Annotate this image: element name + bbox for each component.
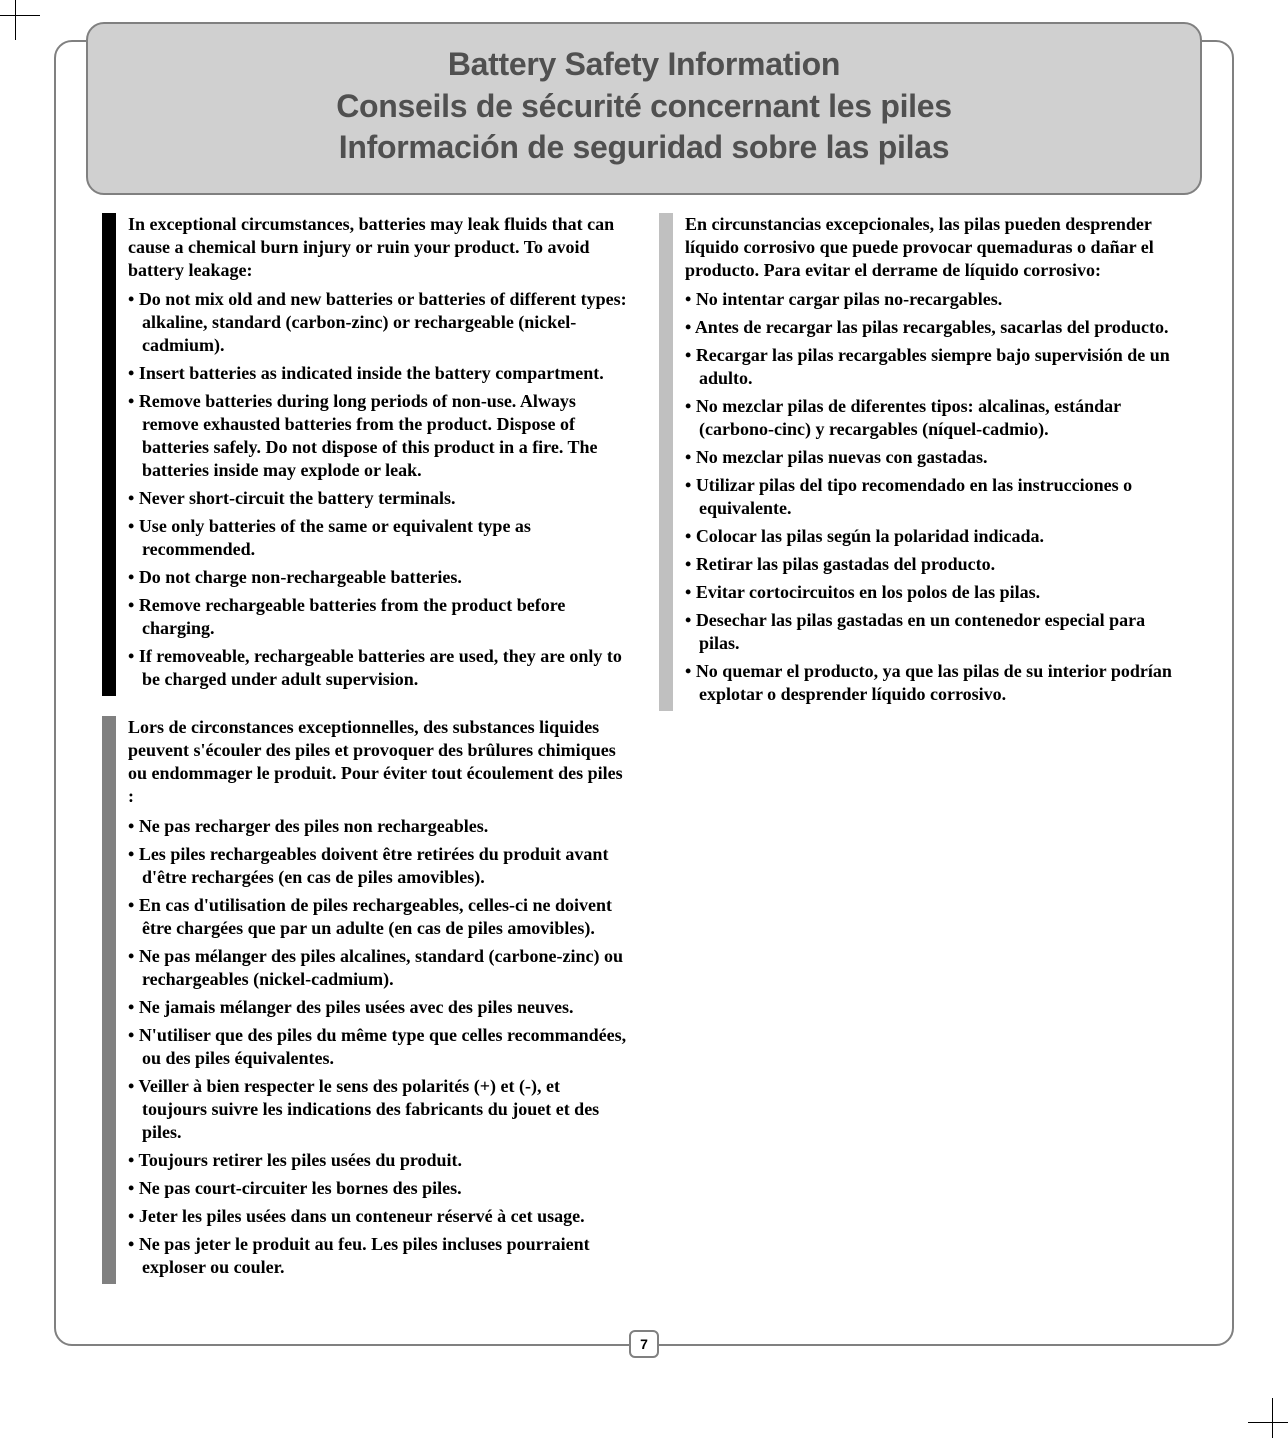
crop-mark	[1248, 1422, 1288, 1423]
title-fr: Conseils de sécurité concernant les pile…	[336, 88, 952, 124]
french-list: Ne pas recharger des piles non rechargea…	[128, 815, 629, 1280]
lang-bar-english	[102, 213, 116, 697]
list-item: Ne jamais mélanger des piles usées avec …	[128, 996, 629, 1019]
list-item: Utilizar pilas del tipo recomendado en l…	[685, 474, 1186, 520]
crop-mark	[1272, 1398, 1273, 1438]
list-item: Remove batteries during long periods of …	[128, 390, 629, 482]
crop-mark	[15, 0, 16, 40]
columns-container: In exceptional circumstances, batteries …	[56, 213, 1232, 1314]
list-item: Veiller à bien respecter le sens des pol…	[128, 1075, 629, 1144]
list-item: Ne pas court-circuiter les bornes des pi…	[128, 1177, 629, 1200]
page-number-badge: 7	[629, 1330, 659, 1358]
list-item: Evitar cortocircuitos en los polos de la…	[685, 581, 1186, 604]
list-item: Use only batteries of the same or equiva…	[128, 515, 629, 561]
list-item: Antes de recargar las pilas recargables,…	[685, 316, 1186, 339]
lang-bar-spanish	[659, 213, 673, 712]
list-item: No intentar cargar pilas no-recargables.	[685, 288, 1186, 311]
list-item: If removeable, rechargeable batteries ar…	[128, 645, 629, 691]
list-item: Ne pas jeter le produit au feu. Les pile…	[128, 1233, 629, 1279]
title-es: Información de seguridad sobre las pilas	[339, 129, 949, 165]
list-item: Do not charge non-rechargeable batteries…	[128, 566, 629, 589]
list-item: Toujours retirer les piles usées du prod…	[128, 1149, 629, 1172]
list-item: N'utiliser que des piles du même type qu…	[128, 1024, 629, 1070]
left-column: In exceptional circumstances, batteries …	[102, 213, 629, 1304]
title-box: Battery Safety Information Conseils de s…	[86, 22, 1202, 195]
list-item: No mezclar pilas nuevas con gastadas.	[685, 446, 1186, 469]
list-item: No quemar el producto, ya que las pilas …	[685, 660, 1186, 706]
list-item: Ne pas recharger des piles non rechargea…	[128, 815, 629, 838]
lang-bar-french	[102, 716, 116, 1284]
list-item: Desechar las pilas gastadas en un conten…	[685, 609, 1186, 655]
french-section: Lors de circonstances exceptionnelles, d…	[102, 716, 629, 1284]
right-column: En circunstancias excepcionales, las pil…	[659, 213, 1186, 1304]
list-item: Les piles rechargeables doivent être ret…	[128, 843, 629, 889]
list-item: Insert batteries as indicated inside the…	[128, 362, 629, 385]
english-intro: In exceptional circumstances, batteries …	[128, 213, 629, 282]
list-item: Retirar las pilas gastadas del producto.	[685, 553, 1186, 576]
list-item: No mezclar pilas de diferentes tipos: al…	[685, 395, 1186, 441]
list-item: Jeter les piles usées dans un conteneur …	[128, 1205, 629, 1228]
content-frame: Battery Safety Information Conseils de s…	[54, 40, 1234, 1346]
spanish-list: No intentar cargar pilas no-recargables.…	[685, 288, 1186, 707]
list-item: Never short-circuit the battery terminal…	[128, 487, 629, 510]
list-item: Colocar las pilas según la polaridad ind…	[685, 525, 1186, 548]
english-section: In exceptional circumstances, batteries …	[102, 213, 629, 697]
spanish-intro: En circunstancias excepcionales, las pil…	[685, 213, 1186, 282]
spanish-section: En circunstancias excepcionales, las pil…	[659, 213, 1186, 712]
crop-mark	[0, 15, 40, 16]
english-list: Do not mix old and new batteries or batt…	[128, 288, 629, 692]
list-item: Ne pas mélanger des piles alcalines, sta…	[128, 945, 629, 991]
list-item: Do not mix old and new batteries or batt…	[128, 288, 629, 357]
list-item: Remove rechargeable batteries from the p…	[128, 594, 629, 640]
list-item: Recargar las pilas recargables siempre b…	[685, 344, 1186, 390]
list-item: En cas d'utilisation de piles rechargeab…	[128, 894, 629, 940]
title-en: Battery Safety Information	[448, 46, 840, 82]
french-intro: Lors de circonstances exceptionnelles, d…	[128, 716, 629, 808]
